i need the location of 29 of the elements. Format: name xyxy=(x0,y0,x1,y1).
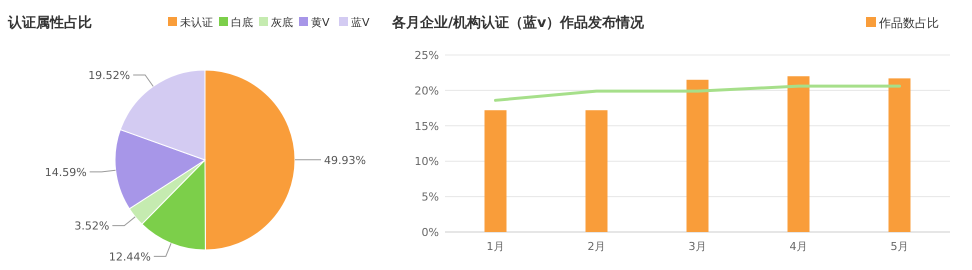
y-tick-label: 25% xyxy=(414,49,439,62)
chart-title: 认证属性占比 xyxy=(7,15,92,31)
legend-label: 白底 xyxy=(231,16,253,29)
y-tick-label: 20% xyxy=(414,84,439,98)
legend-label: 黄V xyxy=(311,16,330,29)
chart-title: 各月企业/机构认证（蓝v）作品发布情况 xyxy=(391,15,646,31)
y-tick-label: 15% xyxy=(414,120,439,133)
y-tick-label: 0% xyxy=(422,226,439,239)
legend-label: 蓝V xyxy=(351,16,370,29)
x-tick-label: 2月 xyxy=(588,240,606,253)
y-tick-label: 10% xyxy=(414,155,439,168)
bar xyxy=(686,80,708,232)
data-label: 3.52% xyxy=(74,220,110,233)
y-tick-label: 5% xyxy=(422,190,439,204)
bar xyxy=(788,76,810,232)
data-label: 12.44% xyxy=(108,250,151,264)
x-tick-label: 1月 xyxy=(486,240,504,253)
legend-label: 未认证 xyxy=(180,16,213,29)
data-label: 49.93% xyxy=(324,154,366,167)
x-tick-label: 3月 xyxy=(688,240,706,253)
data-label: 14.59% xyxy=(44,166,87,179)
x-tick-label: 4月 xyxy=(790,240,808,253)
bar xyxy=(586,110,608,232)
x-tick-label: 5月 xyxy=(890,240,908,253)
legend-label: 作品数占比 xyxy=(878,16,939,30)
bar xyxy=(484,110,506,232)
data-label: 19.52% xyxy=(88,68,130,82)
bar xyxy=(888,78,910,232)
legend-label: 灰底 xyxy=(271,16,293,29)
